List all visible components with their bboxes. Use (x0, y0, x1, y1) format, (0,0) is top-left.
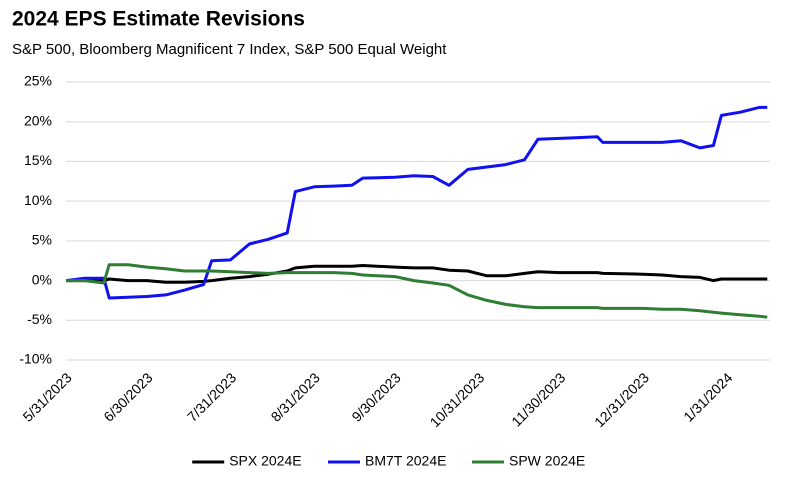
y-tick-label: 0% (32, 271, 52, 287)
y-tick-label: 20% (24, 112, 52, 128)
legend-label: BM7T 2024E (365, 453, 446, 469)
x-tick-label: 7/31/2023 (184, 369, 240, 425)
x-tick-label: 12/31/2023 (591, 369, 652, 430)
x-tick-label: 5/31/2023 (19, 369, 75, 425)
legend-label: SPW 2024E (509, 453, 585, 469)
y-tick-label: 10% (24, 192, 52, 208)
x-tick-label: 1/31/2024 (680, 369, 736, 425)
x-tick-label: 8/31/2023 (268, 369, 324, 425)
x-tick-label: 9/30/2023 (348, 369, 404, 425)
chart-subtitle: S&P 500, Bloomberg Magnificent 7 Index, … (12, 41, 447, 58)
series-line (66, 264, 768, 284)
y-tick-label: 15% (24, 152, 52, 168)
y-tick-label: 25% (24, 73, 52, 89)
chart-title: 2024 EPS Estimate Revisions (12, 8, 305, 31)
series-line (66, 263, 768, 319)
y-tick-label: -5% (27, 311, 52, 327)
legend-label: SPX 2024E (229, 453, 301, 469)
y-tick-label: 5% (32, 232, 52, 248)
x-tick-label: 11/30/2023 (508, 369, 568, 429)
y-tick-label: -10% (19, 351, 52, 367)
x-tick-label: 6/30/2023 (100, 369, 156, 425)
series-line (65, 105, 768, 300)
x-tick-label: 10/31/2023 (427, 369, 488, 430)
